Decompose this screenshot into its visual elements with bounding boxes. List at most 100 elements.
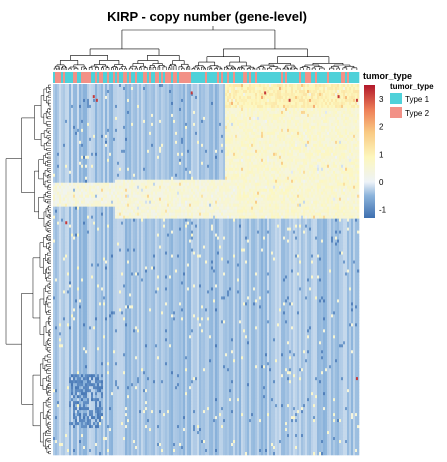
heatmap-cell-run — [57, 122, 60, 127]
heatmap-cell-run — [291, 107, 294, 112]
heatmap-cell-run — [139, 143, 142, 148]
heatmap-cell-run — [223, 128, 226, 133]
heatmap-cell-run — [289, 92, 292, 97]
heatmap-cell-run — [231, 84, 234, 88]
heatmap-cell-run — [149, 101, 152, 106]
heatmap-cell-run — [339, 84, 342, 88]
heatmap-cell-run — [279, 110, 282, 115]
heatmap-cell-run — [53, 131, 56, 136]
heatmap-cell-run — [239, 89, 242, 94]
heatmap-cell-run — [205, 89, 208, 94]
heatmap-cell-run — [187, 116, 190, 121]
heatmap-cell-run — [259, 89, 262, 94]
heatmap-cell-run — [273, 140, 276, 145]
heatmap-cell-run — [83, 119, 86, 124]
heatmap-cell-run — [321, 89, 324, 94]
heatmap-cell-run — [177, 155, 180, 160]
heatmap-cell-run — [65, 146, 68, 151]
heatmap-cell-run — [213, 137, 216, 142]
heatmap-cell-run — [177, 92, 180, 97]
heatmap-cell-run — [209, 119, 212, 124]
heatmap-cell-run — [287, 149, 290, 154]
heatmap-cell-run — [197, 113, 200, 118]
heatmap-cell-run — [219, 104, 222, 109]
heatmap-cell-run — [215, 116, 218, 121]
heatmap-cell-run — [261, 143, 264, 148]
heatmap-cell-run — [261, 101, 264, 106]
heatmap-cell-run — [223, 122, 226, 127]
heatmap-cell-run — [269, 95, 272, 100]
heatmap-cell-run — [349, 143, 352, 148]
heatmap-cell-run — [211, 140, 214, 145]
heatmap-cell-run — [153, 92, 156, 97]
heatmap-cell-run — [251, 152, 254, 157]
heatmap-cell-run — [187, 137, 190, 142]
heatmap-cell-run — [335, 104, 338, 109]
heatmap-cell-run — [283, 143, 286, 148]
heatmap-cell-run — [85, 110, 88, 115]
heatmap-cell-run — [93, 137, 96, 142]
heatmap-cell-run — [109, 122, 112, 127]
heatmap-cell-run — [269, 116, 272, 121]
heatmap-cell-run — [223, 92, 226, 97]
heatmap-cell-run — [257, 122, 262, 127]
heatmap-cell-run — [105, 92, 108, 97]
heatmap-cell-run — [79, 152, 82, 157]
heatmap-cell-run — [333, 101, 336, 106]
heatmap-cell-run — [355, 140, 358, 145]
heatmap-cell-run — [85, 122, 88, 127]
heatmap-cell-run — [247, 116, 250, 121]
heatmap-cell-run — [261, 131, 264, 136]
heatmap-cell-run — [203, 143, 206, 148]
heatmap-cell-run — [357, 95, 360, 100]
heatmap-cell-run — [209, 143, 212, 148]
heatmap-cell-run — [93, 149, 96, 154]
heatmap-cell-run — [61, 128, 64, 133]
heatmap-cell-run — [129, 146, 132, 151]
heatmap-cell-run — [257, 143, 260, 148]
heatmap-cell-run — [341, 101, 344, 106]
heatmap-cell-run — [301, 89, 304, 94]
heatmap-cell-run — [267, 125, 270, 130]
heatmap-cell-run — [137, 107, 140, 112]
heatmap-cell-run — [217, 128, 220, 133]
heatmap-cell-run — [87, 110, 90, 115]
heatmap-cell-run — [345, 143, 348, 148]
heatmap-cell-run — [143, 101, 146, 106]
heatmap-cell-run — [191, 95, 194, 100]
heatmap-cell-run — [203, 110, 206, 115]
heatmap-cell-run — [355, 152, 358, 157]
heatmap-cell-run — [285, 116, 288, 121]
heatmap-cell-run — [57, 86, 60, 91]
heatmap-cell-run — [147, 107, 150, 112]
heatmap-cell-run — [233, 125, 236, 130]
heatmap-cell-run — [125, 89, 128, 94]
heatmap-cell-run — [219, 84, 222, 88]
heatmap-cell-run — [119, 119, 122, 124]
annotation-cell — [171, 72, 174, 83]
heatmap-cell-run — [141, 107, 144, 112]
heatmap-cell-run — [317, 92, 320, 97]
heatmap-cell-run — [277, 140, 280, 145]
heatmap-cell-run — [295, 86, 298, 91]
heatmap-cell-run — [151, 110, 154, 115]
heatmap-cell-run — [59, 143, 62, 148]
heatmap-cell-run — [255, 125, 258, 130]
heatmap-cell-run — [89, 122, 92, 127]
heatmap-cell-run — [111, 131, 114, 136]
heatmap-cell-run — [345, 119, 348, 124]
heatmap-cell-run — [247, 110, 250, 115]
heatmap-cell-run — [257, 137, 260, 142]
heatmap-cell-run — [311, 140, 314, 145]
heatmap-cell-run — [63, 149, 66, 154]
heatmap-cell-run — [259, 113, 262, 118]
heatmap-cell-run — [239, 131, 242, 136]
heatmap-cell-run — [325, 92, 328, 97]
heatmap-cell-run — [313, 128, 316, 133]
annotation-cell — [99, 72, 102, 83]
heatmap-cell-run — [289, 116, 292, 121]
heatmap-cell-run — [145, 146, 148, 151]
heatmap-cell-run — [207, 84, 210, 88]
heatmap-cell-run — [231, 86, 234, 91]
heatmap-cell-run — [155, 110, 158, 115]
